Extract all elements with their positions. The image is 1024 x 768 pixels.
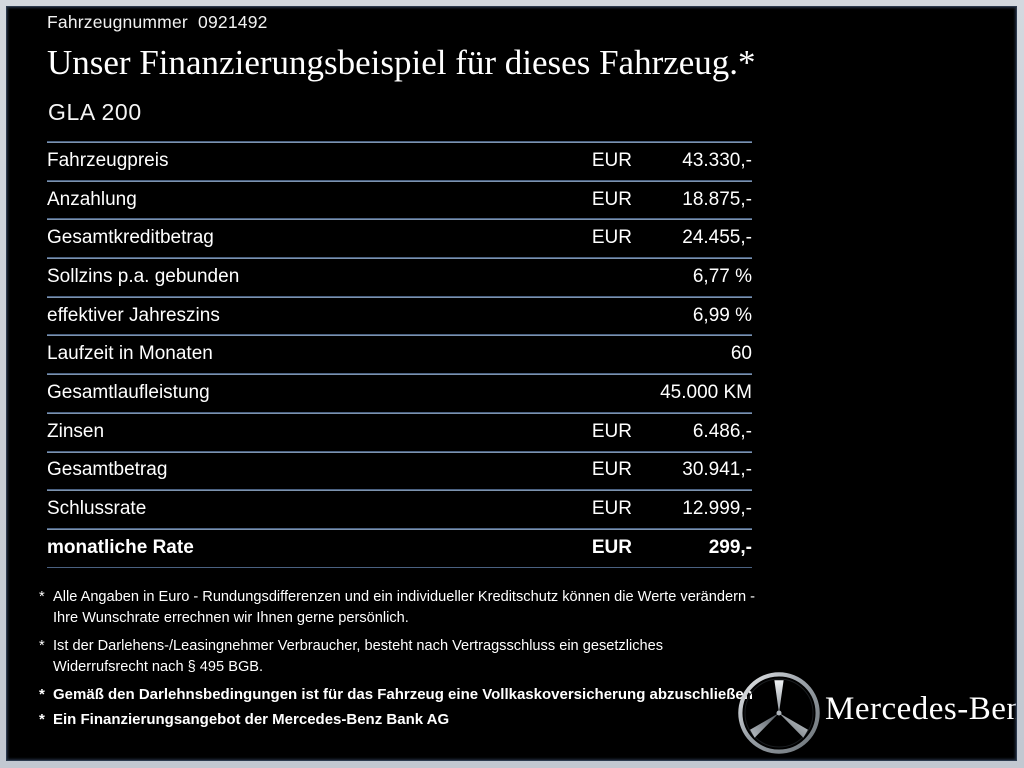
footnote: * Alle Angaben in Euro - Rundungsdifferen… <box>39 587 759 628</box>
row-currency <box>532 257 632 297</box>
footnote-text: Alle Angaben in Euro - Rundungsdifferenz… <box>53 589 756 626</box>
row-label: Laufzeit in Monaten <box>47 334 532 374</box>
row-currency <box>532 373 632 413</box>
row-value: 6,77 % <box>632 257 752 297</box>
row-value: 12.999,- <box>632 489 752 529</box>
row-label: Anzahlung <box>47 179 532 219</box>
row-value: 18.875,- <box>632 179 752 219</box>
row-value: 6.486,- <box>632 411 752 451</box>
footnote-text: Ist der Darlehens-/Leasingnehmer Verbrau… <box>53 638 664 675</box>
footnote-text: Gemäß den Darlehnsbedingungen ist für da… <box>53 686 753 703</box>
footnote-asterisk: * <box>39 710 45 728</box>
footnote: * Gemäß den Darlehnsbedingungen ist für d… <box>39 685 759 706</box>
table-row: Gesamtbetrag EUR 30.941,- <box>47 450 752 490</box>
table-row: Gesamtlaufleistung 45.000 KM <box>47 373 752 413</box>
footnote-asterisk: * <box>39 638 45 654</box>
row-currency: EUR <box>532 179 632 219</box>
row-value: 6,99 % <box>632 295 752 335</box>
row-label: Zinsen <box>47 411 532 451</box>
mercedes-benz-wordmark: Mercedes-Benz <box>825 691 1016 727</box>
row-label: effektiver Jahreszins <box>47 295 532 335</box>
table-row: Zinsen EUR 6.486,- <box>47 411 752 451</box>
table-row: Laufzeit in Monaten 60 <box>47 334 752 374</box>
row-value: 60 <box>632 334 752 374</box>
footnote-text: Ein Finanzierungsangebot der Mercedes-Be… <box>53 710 450 728</box>
model-name: GLA 200 <box>48 99 142 125</box>
row-label: Gesamtbetrag <box>47 450 532 490</box>
financing-table-body: Fahrzeugpreis EUR 43.330,- Anzahlung EUR 18.8… <box>47 141 752 568</box>
row-value: 24.455,- <box>632 218 752 258</box>
page-title: Unser Finanzierungsbeispiel für dieses F… <box>47 43 756 82</box>
row-currency: EUR <box>532 489 632 529</box>
table-row: Sollzins p.a. gebunden 6,77 % <box>47 257 752 297</box>
finance-offer-content: Fahrzeugnummer 0921492 Unser Finanzierun… <box>7 7 1016 760</box>
table-row: effektiver Jahreszins 6,99 % <box>47 295 752 335</box>
row-label: Schlussrate <box>47 489 532 529</box>
table-row: Gesamtkreditbetrag EUR 24.455,- <box>47 218 752 258</box>
vehicle-number: Fahrzeugnummer 0921492 <box>47 12 268 32</box>
row-value: 299,- <box>632 527 752 568</box>
table-row: Schlussrate EUR 12.999,- <box>47 489 752 529</box>
mercedes-star-icon <box>738 672 820 754</box>
financing-table: Fahrzeugpreis EUR 43.330,- Anzahlung EUR 18.8… <box>47 141 752 568</box>
row-label: Gesamtkreditbetrag <box>47 218 532 258</box>
row-value: 45.000 KM <box>632 373 752 413</box>
footnotes-list: * Alle Angaben in Euro - Rundungsdifferen… <box>39 587 759 734</box>
row-currency: EUR <box>532 218 632 258</box>
row-label: Fahrzeugpreis <box>47 141 532 181</box>
row-label: monatliche Rate <box>47 527 532 568</box>
row-currency: EUR <box>532 450 632 490</box>
page-frame-inner: Fahrzeugnummer 0921492 Unser Finanzierun… <box>6 6 1017 761</box>
footnote: * Ist der Darlehens-/Leasingnehmer Verbra… <box>39 636 759 677</box>
row-currency <box>532 334 632 374</box>
table-row: Fahrzeugpreis EUR 43.330,- <box>47 141 752 181</box>
row-currency <box>532 295 632 335</box>
footnote-asterisk: * <box>39 589 45 605</box>
row-currency: EUR <box>532 411 632 451</box>
footnote: * Ein Finanzierungsangebot der Mercedes-B… <box>39 710 759 731</box>
row-value: 30.941,- <box>632 450 752 490</box>
row-label: Sollzins p.a. gebunden <box>47 257 532 297</box>
mercedes-benz-logo: Mercedes-Benz <box>737 671 1016 760</box>
row-currency: EUR <box>532 141 632 181</box>
table-row: Anzahlung EUR 18.875,- <box>47 179 752 219</box>
table-row: monatliche Rate EUR 299,- <box>47 527 752 568</box>
row-label: Gesamtlaufleistung <box>47 373 532 413</box>
row-value: 43.330,- <box>632 141 752 181</box>
row-currency: EUR <box>532 527 632 568</box>
footnote-asterisk: * <box>39 686 45 703</box>
